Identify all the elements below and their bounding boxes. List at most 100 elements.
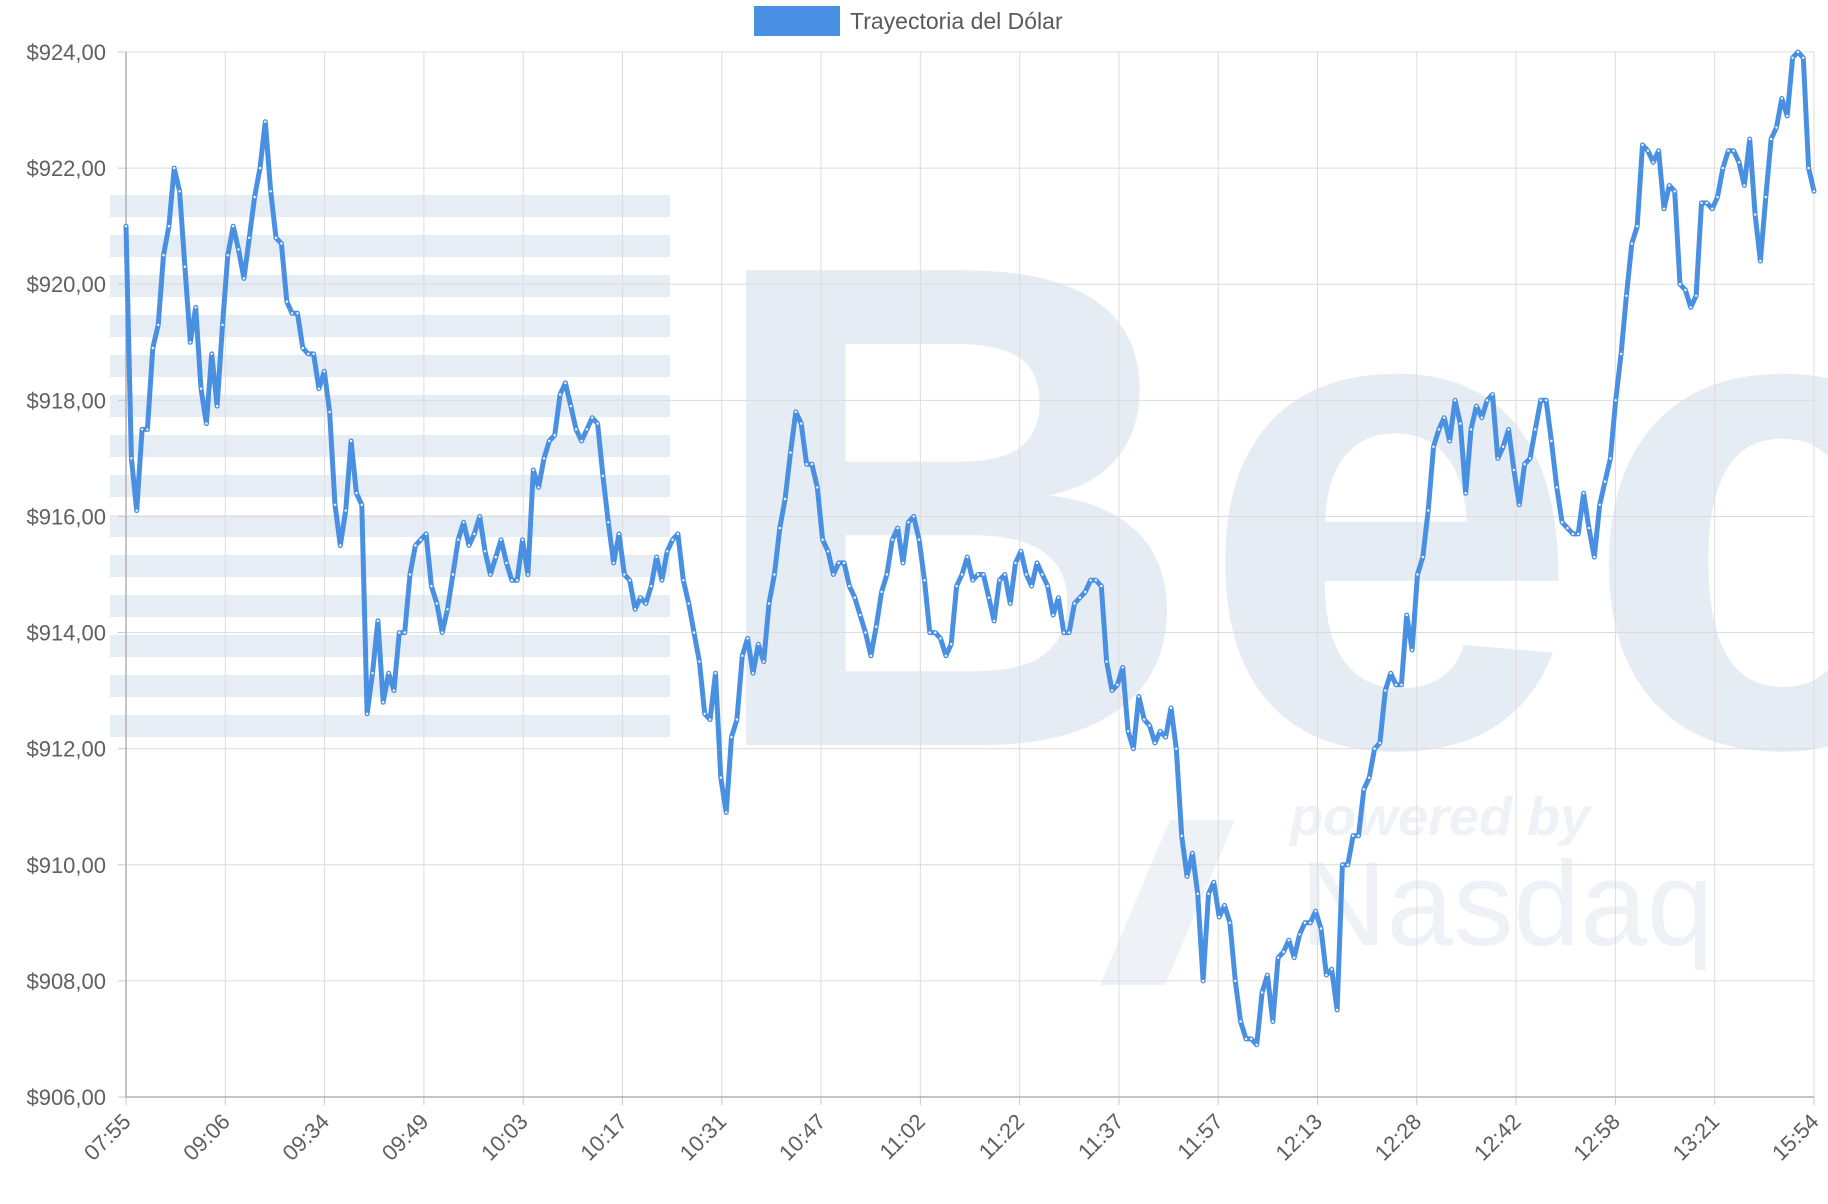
series-point xyxy=(644,602,647,605)
series-point xyxy=(1169,706,1173,710)
series-point xyxy=(639,596,642,599)
series-point xyxy=(1448,439,1451,443)
x-tick-label: 12:42 xyxy=(1469,1109,1526,1166)
series-point xyxy=(1180,834,1183,837)
series-point xyxy=(1201,979,1205,983)
series-point xyxy=(1566,526,1569,530)
series-point xyxy=(1432,445,1435,448)
x-tick-label: 11:37 xyxy=(1073,1109,1128,1164)
series-point xyxy=(1491,393,1494,396)
series-point xyxy=(1067,631,1071,634)
series-point xyxy=(1427,509,1430,512)
series-point xyxy=(1394,683,1398,686)
series-point xyxy=(210,352,213,356)
series-point xyxy=(1673,190,1676,193)
series-point xyxy=(387,672,390,675)
series-point xyxy=(253,195,256,199)
series-point xyxy=(1437,428,1441,431)
series-point xyxy=(1668,184,1671,187)
series-point xyxy=(607,521,610,524)
series-point xyxy=(789,451,792,454)
series-point xyxy=(312,352,315,356)
series-point xyxy=(221,323,224,327)
series-point xyxy=(944,654,948,657)
series-point xyxy=(762,660,765,663)
y-tick-label: $910,00 xyxy=(26,853,106,878)
series-point xyxy=(1641,143,1644,147)
series-point xyxy=(960,573,964,576)
series-point xyxy=(1480,416,1484,419)
series-point xyxy=(1571,532,1575,536)
series-point xyxy=(1143,718,1146,721)
series-point xyxy=(1587,526,1591,530)
series-point xyxy=(880,590,883,594)
series-point xyxy=(1700,201,1703,205)
series-point xyxy=(269,190,272,193)
series-point xyxy=(446,608,449,611)
series-point xyxy=(1764,195,1768,199)
series-point xyxy=(816,486,819,489)
series-point xyxy=(451,573,455,576)
series-point xyxy=(569,404,572,408)
y-tick-label: $912,00 xyxy=(26,737,106,762)
x-tick-label: 10:31 xyxy=(675,1109,732,1166)
series-point xyxy=(676,532,680,536)
series-point xyxy=(1464,492,1467,495)
series-point xyxy=(1185,875,1189,878)
series-point xyxy=(1207,892,1210,895)
series-point xyxy=(1084,590,1087,594)
series-point xyxy=(1769,137,1773,141)
series-point xyxy=(1582,492,1585,495)
series-point xyxy=(1078,596,1082,599)
y-tick-label: $918,00 xyxy=(26,388,106,413)
series-point xyxy=(966,555,969,559)
series-point xyxy=(1116,683,1119,686)
series-point xyxy=(542,457,546,460)
series-point xyxy=(1030,584,1033,588)
series-point xyxy=(1727,149,1730,152)
series-point xyxy=(339,544,342,547)
legend[interactable]: Trayectoria del Dólar xyxy=(754,4,1063,38)
bec-stripes-logo xyxy=(110,195,670,737)
series-point xyxy=(896,526,899,530)
series-point xyxy=(698,660,701,663)
series-point xyxy=(1694,294,1698,297)
series-point xyxy=(1094,579,1098,582)
series-point xyxy=(719,776,722,779)
series-point xyxy=(1057,596,1060,599)
x-axis-ticks: 07:55 09:06 09:34 09:49 10:03 10:17 10:31 10:47… xyxy=(79,1109,1824,1166)
series-point xyxy=(162,254,165,257)
series-point xyxy=(987,596,990,599)
series-point xyxy=(1105,660,1108,663)
series-point xyxy=(376,619,380,623)
series-point xyxy=(875,625,878,628)
series-point xyxy=(1384,689,1387,692)
series-point xyxy=(130,457,133,460)
series-point xyxy=(982,573,985,576)
x-tick-label: 09:49 xyxy=(377,1109,434,1166)
series-point xyxy=(1132,747,1135,750)
series-point xyxy=(1309,921,1312,924)
series-point xyxy=(1175,747,1178,750)
series-point xyxy=(687,602,690,605)
series-point xyxy=(1062,631,1066,634)
series-point xyxy=(1137,695,1141,698)
series-point xyxy=(1019,550,1023,553)
series-point xyxy=(730,735,733,739)
series-point xyxy=(596,422,599,425)
series-point xyxy=(558,393,562,396)
series-point xyxy=(505,561,508,565)
series-point xyxy=(189,341,192,344)
series-point xyxy=(1362,788,1366,791)
series-point xyxy=(1775,126,1778,129)
series-point xyxy=(1287,939,1291,942)
series-point xyxy=(408,573,412,576)
series-line xyxy=(123,49,1817,1048)
series-point xyxy=(1110,689,1114,692)
series-point xyxy=(510,579,513,582)
series-point xyxy=(135,509,138,512)
series-point xyxy=(1684,288,1687,292)
series-point xyxy=(708,718,712,721)
series-point xyxy=(521,538,524,541)
series-point xyxy=(998,579,1001,582)
